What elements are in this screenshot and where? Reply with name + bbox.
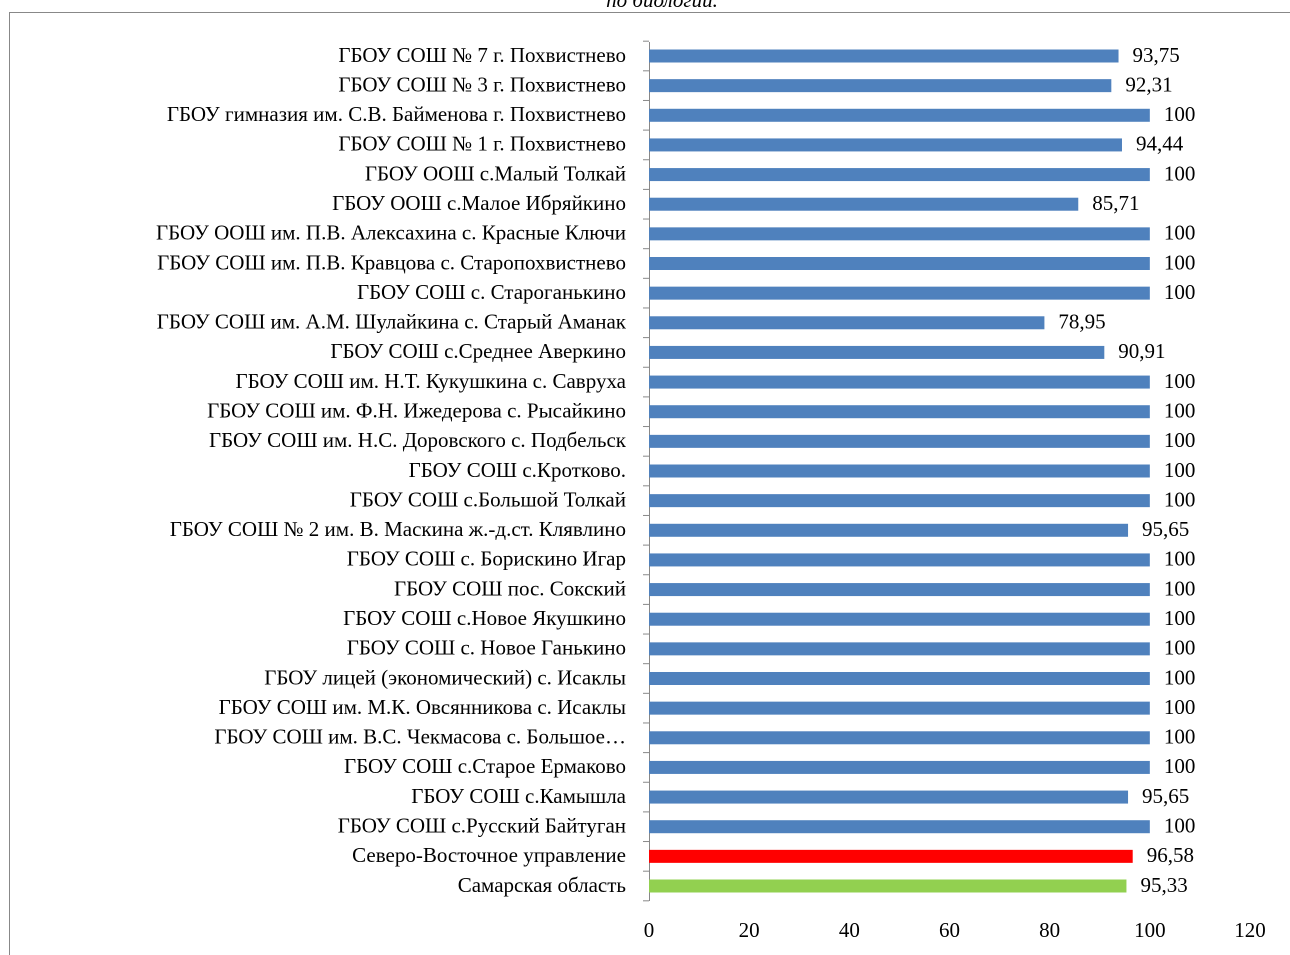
bar — [649, 790, 1129, 804]
y-tick-label: ГБОУ ООШ им. П.В. Алексахина с. Красные … — [156, 221, 626, 245]
data-label: 96,58 — [1147, 843, 1194, 867]
data-label: 100 — [1164, 161, 1196, 185]
data-label: 100 — [1164, 636, 1196, 660]
bar — [649, 494, 1150, 508]
bar — [649, 701, 1150, 715]
data-label: 100 — [1164, 487, 1196, 511]
x-tick-label: 0 — [644, 918, 655, 942]
bar — [649, 168, 1150, 182]
bar — [649, 316, 1045, 330]
y-tick-label: ГБОУ СОШ им. Н.С. Доровского с. Подбельс… — [209, 428, 627, 452]
data-label: 85,71 — [1092, 191, 1139, 215]
data-label: 100 — [1164, 547, 1196, 571]
y-tick-label: Самарская область — [458, 873, 626, 897]
bar — [649, 197, 1079, 211]
x-tick-label: 100 — [1134, 918, 1166, 942]
x-tick-label: 80 — [1039, 918, 1060, 942]
bar — [649, 612, 1150, 626]
y-tick-label: ГБОУ ООШ с.Малое Ибряйкино — [332, 191, 626, 215]
data-label: 100 — [1164, 458, 1196, 482]
y-tick-label: ГБОУ СОШ № 7 г. Похвистнево — [338, 43, 626, 67]
y-tick-label: ГБОУ ООШ с.Малый Толкай — [365, 161, 626, 185]
y-tick-label: ГБОУ СОШ с. Новое Ганькино — [347, 636, 626, 660]
bar — [649, 108, 1150, 122]
bar — [649, 879, 1127, 893]
bar — [649, 849, 1133, 863]
y-tick-label: ГБОУ СОШ с.Новое Якушкино — [343, 606, 626, 630]
data-label: 100 — [1164, 221, 1196, 245]
bar — [649, 642, 1150, 656]
y-tick-label: ГБОУ СОШ с.Большой Толкай — [350, 487, 626, 511]
data-label: 90,91 — [1118, 339, 1165, 363]
y-tick-label: ГБОУ СОШ им. А.М. Шулайкина с. Старый Ам… — [157, 310, 627, 334]
bar — [649, 820, 1150, 834]
x-tick-label: 40 — [839, 918, 860, 942]
bar — [649, 257, 1150, 270]
y-tick-label: ГБОУ СОШ с.Кротково. — [409, 458, 626, 482]
bar — [649, 138, 1122, 152]
data-label: 78,95 — [1058, 310, 1105, 334]
bar — [649, 553, 1150, 567]
y-tick-label: ГБОУ СОШ им. Ф.Н. Ижедерова с. Рысайкино — [207, 399, 626, 423]
data-label: 93,75 — [1133, 43, 1180, 67]
bar — [649, 345, 1105, 359]
data-label: 100 — [1164, 695, 1196, 719]
y-tick-label: ГБОУ СОШ им. М.К. Овсянникова с. Исаклы — [219, 695, 626, 719]
bar — [649, 583, 1150, 597]
data-label: 100 — [1164, 665, 1196, 689]
y-tick-label: Северо-Восточное управление — [352, 843, 626, 867]
x-tick-label: 20 — [739, 918, 760, 942]
data-label: 92,31 — [1125, 72, 1172, 96]
data-label: 100 — [1164, 102, 1196, 126]
data-label: 100 — [1164, 725, 1196, 749]
bar — [649, 523, 1129, 537]
y-tick-label: ГБОУ СОШ № 2 им. В. Маскина ж.-д.ст. Кля… — [170, 517, 626, 541]
data-label: 100 — [1164, 428, 1196, 452]
bar — [649, 405, 1150, 419]
data-label: 95,33 — [1140, 873, 1187, 897]
data-label: 100 — [1164, 280, 1196, 304]
y-tick-label: ГБОУ СОШ с. Староганькино — [357, 280, 626, 304]
bar — [649, 672, 1150, 685]
data-label: 95,65 — [1142, 517, 1189, 541]
y-tick-label: ГБОУ СОШ им. П.В. Кравцова с. Старопохви… — [157, 250, 626, 274]
data-label: 100 — [1164, 814, 1196, 838]
y-tick-label: ГБОУ СОШ с. Борискино Игар — [347, 547, 626, 571]
bar — [649, 286, 1150, 300]
data-label: 100 — [1164, 369, 1196, 393]
y-tick-label: ГБОУ СОШ им. Н.Т. Кукушкина с. Савруха — [235, 369, 626, 393]
bar — [649, 79, 1112, 93]
y-tick-label: ГБОУ СОШ им. В.С. Чекмасова с. Большое… — [214, 725, 626, 749]
x-tick-label: 60 — [939, 918, 960, 942]
title-backdrop — [560, 0, 780, 12]
data-label: 100 — [1164, 606, 1196, 630]
bar — [649, 375, 1150, 389]
chart-border — [9, 12, 1290, 955]
data-label: 100 — [1164, 399, 1196, 423]
bar — [649, 464, 1150, 478]
bar — [649, 227, 1150, 241]
bar — [649, 731, 1150, 745]
y-tick-label: ГБОУ СОШ № 1 г. Похвистнево — [338, 132, 626, 156]
y-tick-label: ГБОУ СОШ № 3 г. Похвистнево — [338, 72, 626, 96]
y-tick-label: ГБОУ СОШ с.Среднее Аверкино — [330, 339, 626, 363]
data-label: 95,65 — [1142, 784, 1189, 808]
chart-title: по биологии. — [606, 0, 718, 12]
bar — [649, 49, 1119, 63]
data-label: 100 — [1164, 754, 1196, 778]
bar — [649, 434, 1150, 448]
y-tick-label: ГБОУ лицей (экономический) с. Исаклы — [264, 665, 626, 689]
y-tick-label: ГБОУ СОШ с.Камышла — [411, 784, 626, 808]
y-tick-label: ГБОУ СОШ с.Старое Ермаково — [344, 754, 626, 778]
y-tick-label: ГБОУ СОШ пос. Сокский — [394, 576, 626, 600]
x-tick-label: 120 — [1234, 918, 1266, 942]
data-label: 100 — [1164, 250, 1196, 274]
data-label: 94,44 — [1136, 132, 1184, 156]
bar — [649, 760, 1150, 774]
y-tick-label: ГБОУ гимназия им. С.В. Байменова г. Похв… — [167, 102, 626, 126]
y-tick-label: ГБОУ СОШ с.Русский Байтуган — [338, 814, 626, 838]
data-label: 100 — [1164, 576, 1196, 600]
